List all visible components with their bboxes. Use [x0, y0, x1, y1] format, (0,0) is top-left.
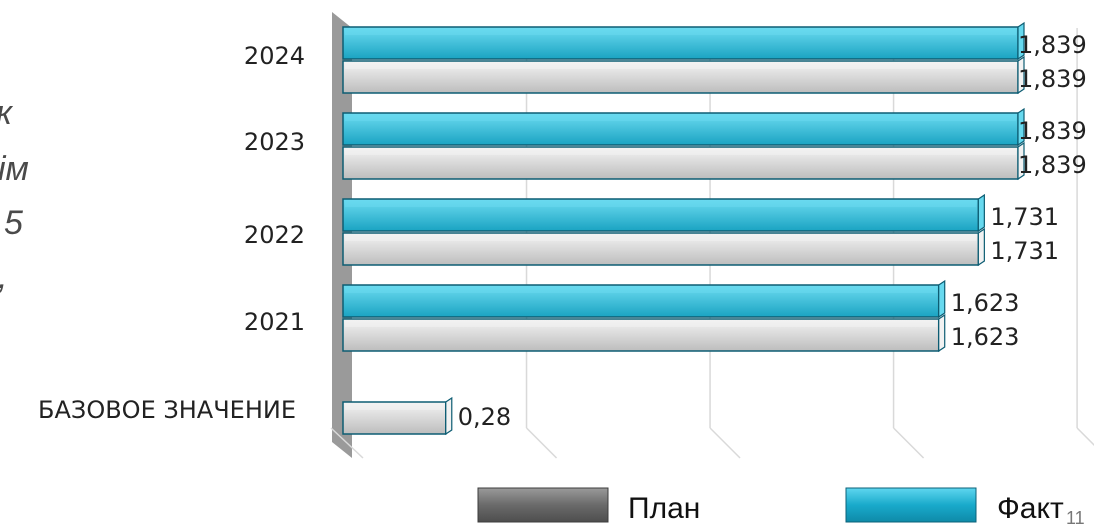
legend-label-plan: План [628, 492, 700, 525]
category-label-2022: 2022 [244, 221, 305, 249]
page-number: 11 [1066, 508, 1085, 526]
fact-value-label: 1,839 [1018, 31, 1087, 59]
fact-value-label: 1,839 [1018, 117, 1087, 145]
plan-bar [342, 55, 1025, 95]
category-label-2024: 2024 [244, 42, 305, 70]
fact-bar [342, 193, 985, 233]
bar-group [342, 21, 1025, 436]
side-text-fragment: ім [0, 150, 29, 188]
fact-value-label: 1,731 [990, 203, 1059, 231]
plan-value-label: 1,731 [990, 237, 1059, 265]
grid-line [1076, 427, 1094, 446]
plan-bar [342, 396, 453, 436]
plan-value-label: 0,28 [458, 403, 511, 431]
plan-value-label: 1,839 [1018, 151, 1087, 179]
side-text-fragment: к [0, 94, 14, 132]
grid-line [330, 427, 364, 459]
side-text: к ім 5 , [0, 94, 29, 296]
legend-swatch-fact [845, 487, 977, 523]
grid-line [709, 427, 741, 459]
value-labels: 1,839 1,839 1,839 1,839 1,731 1,731 1,623 1,623… [458, 31, 1087, 431]
fact-bar [342, 107, 1025, 147]
plan-value-label: 1,623 [951, 323, 1020, 351]
fact-value-label: 1,623 [951, 289, 1020, 317]
plan-bar [342, 141, 1025, 181]
legend-item-plan: План [477, 487, 700, 525]
legend: План Факт [477, 487, 1064, 525]
category-label-2023: 2023 [244, 128, 305, 156]
grid-line [525, 427, 558, 459]
fact-bar [342, 279, 946, 319]
category-labels: 2024 2023 2022 2021 БАЗОВОЕ ЗНАЧЕНИЕ [38, 42, 305, 424]
plan-value-label: 1,839 [1018, 65, 1087, 93]
side-text-fragment: 5 [4, 204, 23, 242]
fact-bar [342, 21, 1025, 61]
plan-bar [342, 313, 946, 353]
legend-swatch-plan [477, 487, 609, 523]
legend-item-fact: Факт [845, 487, 1064, 525]
grid-line [893, 427, 925, 459]
category-label-base: БАЗОВОЕ ЗНАЧЕНИЕ [38, 396, 296, 424]
side-text-fragment: , [0, 258, 7, 296]
legend-label-fact: Факт [997, 492, 1064, 525]
category-label-2021: 2021 [244, 308, 305, 336]
plan-bar [342, 227, 985, 267]
